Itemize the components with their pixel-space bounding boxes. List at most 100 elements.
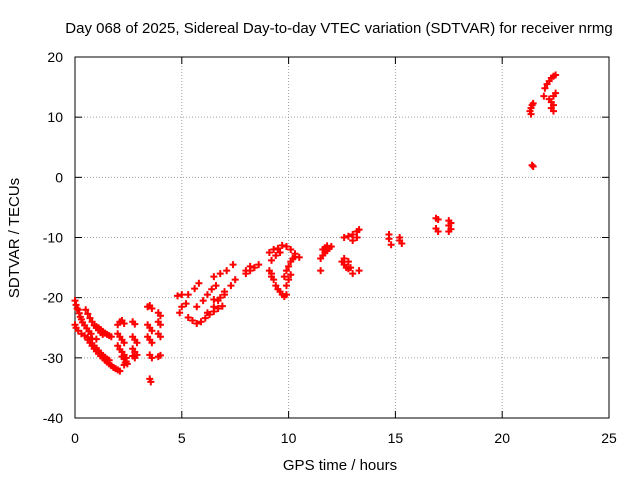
y-axis-label: SDTVAR / TECUs [6,178,23,298]
data-point [221,288,229,296]
data-point [195,279,203,287]
data-point [527,110,535,118]
data-point [72,301,80,309]
x-tick-label: 15 [388,430,404,446]
data-point [148,304,156,312]
data-point [274,244,282,252]
plot-frame [74,56,610,419]
data-point [549,107,557,115]
data-point [218,302,226,310]
data-point [208,285,216,293]
data-point [434,227,442,235]
data-point [210,295,218,303]
data-points [71,71,560,386]
data-point [344,258,352,266]
data-point [176,309,184,317]
data-point [282,267,290,275]
data-point [272,282,280,290]
data-point [353,234,361,241]
axis-ticks: 0 5 10 15 20 25 -40 -30 -20 -10 0 10 20 [43,49,617,446]
data-point [285,276,293,284]
data-point [184,291,192,299]
data-point [201,314,209,322]
data-point [131,320,139,328]
data-point [227,282,235,290]
data-point [229,261,237,269]
data-point [282,291,290,299]
data-point [88,318,96,326]
data-point [434,215,442,223]
data-point [114,342,122,350]
data-point [129,352,137,360]
x-tick-label: 0 [71,430,79,446]
y-tick-label: 0 [55,169,63,185]
x-axis-label: GPS time / hours [283,457,397,474]
data-point [87,330,95,338]
data-point [156,333,164,341]
x-tick-label: 20 [494,430,510,446]
data-point [105,356,113,364]
data-point [246,262,254,270]
y-tick-label: -30 [43,350,63,366]
data-point [387,241,395,249]
data-point [203,309,211,317]
data-point [223,267,231,275]
data-point [445,227,453,235]
data-point [156,312,164,320]
y-tick-label: 10 [47,109,63,125]
data-point [268,273,276,281]
data-point [272,252,280,260]
data-point [287,246,295,254]
x-tick-label: 25 [601,430,617,446]
data-point [349,230,357,238]
data-point [255,261,263,269]
data-point [203,291,211,299]
chart-title: Day 068 of 2025, Sidereal Day-to-day VTE… [65,20,612,37]
data-point [317,267,325,275]
data-point [287,271,295,279]
data-point [270,246,278,254]
x-tick-label: 10 [281,430,297,446]
data-point [445,221,453,229]
data-point [541,84,549,92]
data-point [216,270,224,278]
data-point [92,335,100,343]
data-point [385,235,393,243]
data-point [214,304,222,312]
data-point [552,89,560,97]
data-point [552,71,560,79]
data-point [212,282,220,290]
data-point [148,339,156,347]
data-point [156,351,164,359]
data-point [116,367,124,375]
data-point [528,161,536,169]
data-point [344,232,352,240]
data-point [73,304,81,312]
y-tick-label: -20 [43,290,63,306]
data-point [216,294,224,302]
data-point [193,303,201,311]
data-point [107,333,115,341]
data-point [178,303,186,311]
data-point [323,242,331,250]
data-point [210,273,218,281]
data-point [340,255,348,263]
data-point [193,320,201,328]
data-point [210,303,218,311]
data-point [231,276,239,284]
data-point [282,243,290,251]
data-point [265,249,273,257]
data-point [86,314,94,322]
data-point [529,99,537,107]
data-point [199,297,207,305]
data-point [133,339,141,347]
data-point [197,318,205,326]
data-point [347,264,355,272]
data-point [349,237,357,245]
data-point [84,310,92,318]
data-point [82,306,90,314]
x-tick-label: 5 [178,430,186,446]
data-point [148,354,156,362]
data-point [278,241,286,249]
